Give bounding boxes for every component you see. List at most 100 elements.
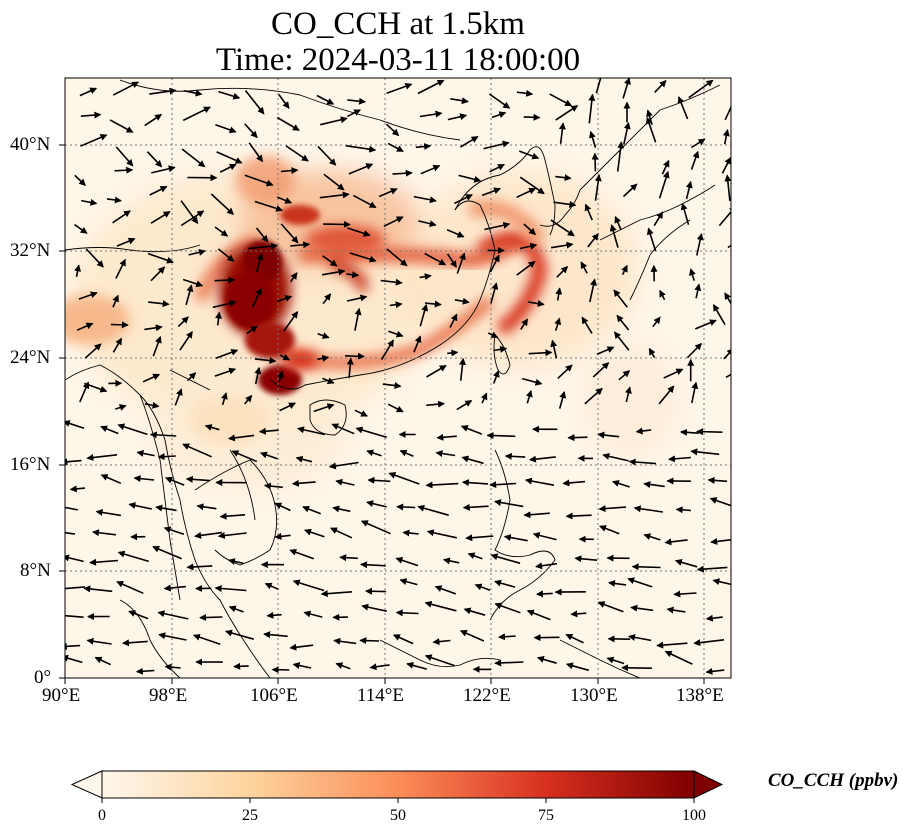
colorbar-tick-label: 25 bbox=[242, 807, 258, 824]
wind-arrow bbox=[594, 174, 602, 201]
wind-arrow bbox=[418, 220, 437, 228]
wind-arrow bbox=[386, 82, 413, 95]
wind-arrow bbox=[724, 174, 731, 201]
wind-arrow bbox=[643, 481, 665, 488]
wind-arrow bbox=[214, 226, 229, 237]
wind-arrow bbox=[425, 481, 459, 489]
wind-arrow bbox=[690, 448, 720, 456]
wind-arrow bbox=[454, 194, 473, 205]
wind-arrow bbox=[523, 511, 550, 519]
wind-arrow bbox=[459, 136, 479, 148]
wind-arrow bbox=[214, 584, 247, 592]
wind-arrow bbox=[395, 609, 419, 617]
wind-arrow bbox=[574, 555, 598, 563]
wind-arrow bbox=[355, 426, 387, 439]
wind-arrow bbox=[536, 590, 553, 598]
wind-arrow bbox=[709, 497, 731, 507]
wind-arrow bbox=[164, 663, 181, 671]
wind-arrow bbox=[609, 224, 619, 248]
wind-arrow bbox=[365, 587, 387, 595]
wind-arrow bbox=[490, 282, 499, 304]
wind-arrow bbox=[266, 611, 282, 619]
lon-tick-label: 90°E bbox=[42, 685, 81, 706]
lat-tick-label: 40°N bbox=[10, 134, 51, 155]
wind-arrow bbox=[313, 403, 335, 413]
wind-arrow bbox=[115, 404, 127, 411]
wind-arrow bbox=[674, 558, 698, 568]
wind-arrow bbox=[255, 252, 264, 273]
wind-arrow bbox=[246, 325, 258, 335]
wind-arrow bbox=[519, 242, 538, 250]
wind-arrow bbox=[291, 479, 316, 487]
wind-arrow bbox=[388, 472, 420, 485]
wind-arrow bbox=[65, 506, 78, 511]
wind-arrow bbox=[85, 248, 104, 268]
wind-arrow bbox=[112, 210, 131, 224]
wind-arrow bbox=[419, 273, 432, 281]
wind-arrow bbox=[285, 145, 309, 162]
coastlines bbox=[65, 79, 721, 678]
wind-arrow bbox=[214, 367, 237, 377]
wind-arrow bbox=[723, 348, 731, 360]
wind-arrow bbox=[74, 174, 86, 186]
wind-arrow bbox=[646, 227, 657, 252]
wind-arrow bbox=[621, 664, 652, 672]
wind-arrow bbox=[259, 451, 278, 460]
wind-arrow bbox=[614, 215, 622, 231]
wind-arrow bbox=[693, 639, 725, 647]
wind-arrow bbox=[151, 165, 176, 174]
colorbar-tick-label: 0 bbox=[98, 807, 106, 824]
wind-arrow bbox=[555, 287, 563, 301]
wind-arrow bbox=[360, 561, 386, 569]
wind-arrow bbox=[584, 387, 603, 405]
wind-arrow bbox=[295, 455, 313, 463]
wind-arrow bbox=[346, 271, 360, 279]
wind-arrow bbox=[248, 142, 264, 163]
wind-arrow bbox=[721, 156, 731, 174]
wind-arrow bbox=[588, 93, 596, 124]
lon-tick-label: 98°E bbox=[149, 685, 188, 706]
wind-arrow bbox=[274, 502, 291, 512]
wind-arrow bbox=[383, 216, 404, 228]
wind-arrow bbox=[84, 343, 102, 359]
lat-tick-label: 16°N bbox=[10, 454, 51, 475]
wind-arrow bbox=[690, 150, 700, 170]
wind-arrow bbox=[110, 321, 129, 329]
wind-arrow bbox=[218, 90, 241, 100]
wind-arrow bbox=[395, 556, 419, 567]
wind-arrow bbox=[413, 195, 437, 204]
wind-arrow bbox=[519, 150, 540, 160]
wind-arrow bbox=[277, 370, 284, 383]
wind-arrow bbox=[489, 254, 500, 273]
wind-arrow bbox=[565, 512, 592, 520]
wind-arrow bbox=[179, 330, 193, 351]
wind-arrow bbox=[321, 268, 346, 276]
wind-arrow bbox=[436, 433, 457, 441]
wind-arrow bbox=[227, 558, 244, 565]
wind-arrow bbox=[86, 637, 112, 645]
wind-arrow bbox=[648, 347, 656, 358]
wind-arrow bbox=[109, 119, 134, 133]
wind-arrow bbox=[625, 386, 632, 403]
wind-arrow bbox=[322, 293, 332, 305]
wind-arrow bbox=[696, 565, 728, 573]
wind-arrow bbox=[419, 110, 443, 118]
colorbar-gradient bbox=[102, 771, 694, 798]
lon-tick-label: 106°E bbox=[250, 685, 298, 706]
wind-arrow bbox=[659, 289, 666, 301]
wind-arrow bbox=[705, 667, 725, 675]
wind-arrow bbox=[523, 223, 537, 236]
wind-arrow bbox=[369, 663, 390, 671]
wind-arrow bbox=[673, 590, 697, 598]
colorbar bbox=[70, 770, 724, 803]
wind-arrow bbox=[524, 477, 555, 486]
wind-arrow bbox=[652, 316, 661, 328]
wind-arrow bbox=[461, 479, 488, 487]
wind-arrow bbox=[653, 211, 664, 227]
chart-time: Time: 2024-03-11 18:00:00 bbox=[215, 42, 581, 78]
wind-arrow bbox=[722, 129, 730, 145]
wind-arrow bbox=[136, 450, 155, 457]
wind-arrow bbox=[117, 550, 150, 563]
wind-arrow bbox=[227, 434, 255, 442]
